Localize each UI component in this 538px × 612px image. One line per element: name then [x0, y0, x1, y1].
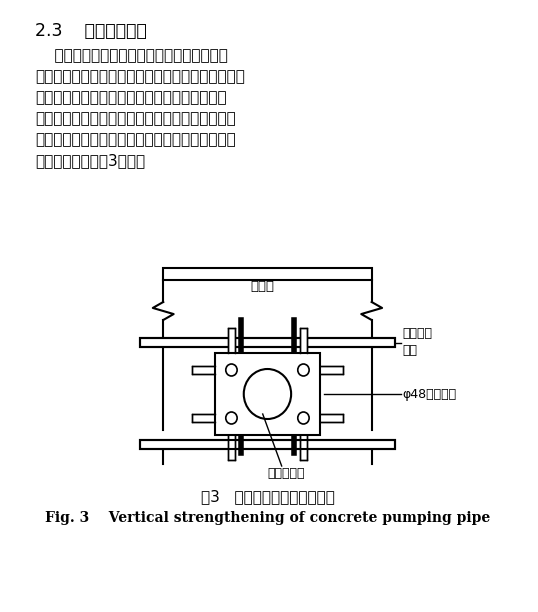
Circle shape	[298, 364, 309, 376]
Text: Fig. 3    Vertical strengthening of concrete pumping pipe: Fig. 3 Vertical strengthening of concret…	[45, 511, 490, 525]
Bar	[228, 328, 235, 460]
Bar	[139, 338, 395, 347]
Bar	[300, 328, 307, 460]
Text: 2.3    泵管加固措施: 2.3 泵管加固措施	[36, 22, 147, 40]
Text: 需与基坑腰棁拉接以提高稳定性。为避免泵管振: 需与基坑腰棁拉接以提高稳定性。为避免泵管振	[36, 90, 227, 105]
Text: 与护壁桩
固定: 与护壁桩 固定	[402, 326, 432, 357]
Text: 图3   混凝土泵管竖向加固示意: 图3 混凝土泵管竖向加固示意	[201, 489, 335, 504]
Text: 动影响底板钉筋位置，泵管需架设在支设的钉管架: 动影响底板钉筋位置，泵管需架设在支设的钉管架	[36, 111, 236, 126]
Bar	[163, 268, 372, 280]
Bar	[139, 440, 395, 449]
Circle shape	[298, 412, 309, 424]
Text: 上，在钉筋面上采用垫橡胶轮胎的措施，缓冲输送: 上，在钉筋面上采用垫橡胶轮胎的措施，缓冲输送	[36, 132, 236, 147]
Bar	[215, 353, 320, 435]
Bar	[216, 354, 318, 434]
Text: 泵的冲击力。如图3所示。: 泵的冲击力。如图3所示。	[36, 153, 145, 168]
Circle shape	[226, 364, 237, 376]
Bar	[192, 366, 343, 374]
Bar	[139, 338, 395, 347]
Text: 坑较深，泵管必须按阶梯形设置，防止堵管，泵管架: 坑较深，泵管必须按阶梯形设置，防止堵管，泵管架	[36, 69, 245, 84]
Circle shape	[226, 412, 237, 424]
Text: 护壁桩: 护壁桩	[251, 280, 275, 293]
Bar	[139, 440, 395, 449]
Circle shape	[244, 369, 291, 419]
Text: 混凝土泵管: 混凝土泵管	[267, 467, 305, 480]
Bar	[192, 414, 343, 422]
Text: φ48钉管支架: φ48钉管支架	[402, 387, 456, 400]
Text: 整个底板均采用混凝土固定泵浇筑。由于基: 整个底板均采用混凝土固定泵浇筑。由于基	[36, 48, 228, 63]
